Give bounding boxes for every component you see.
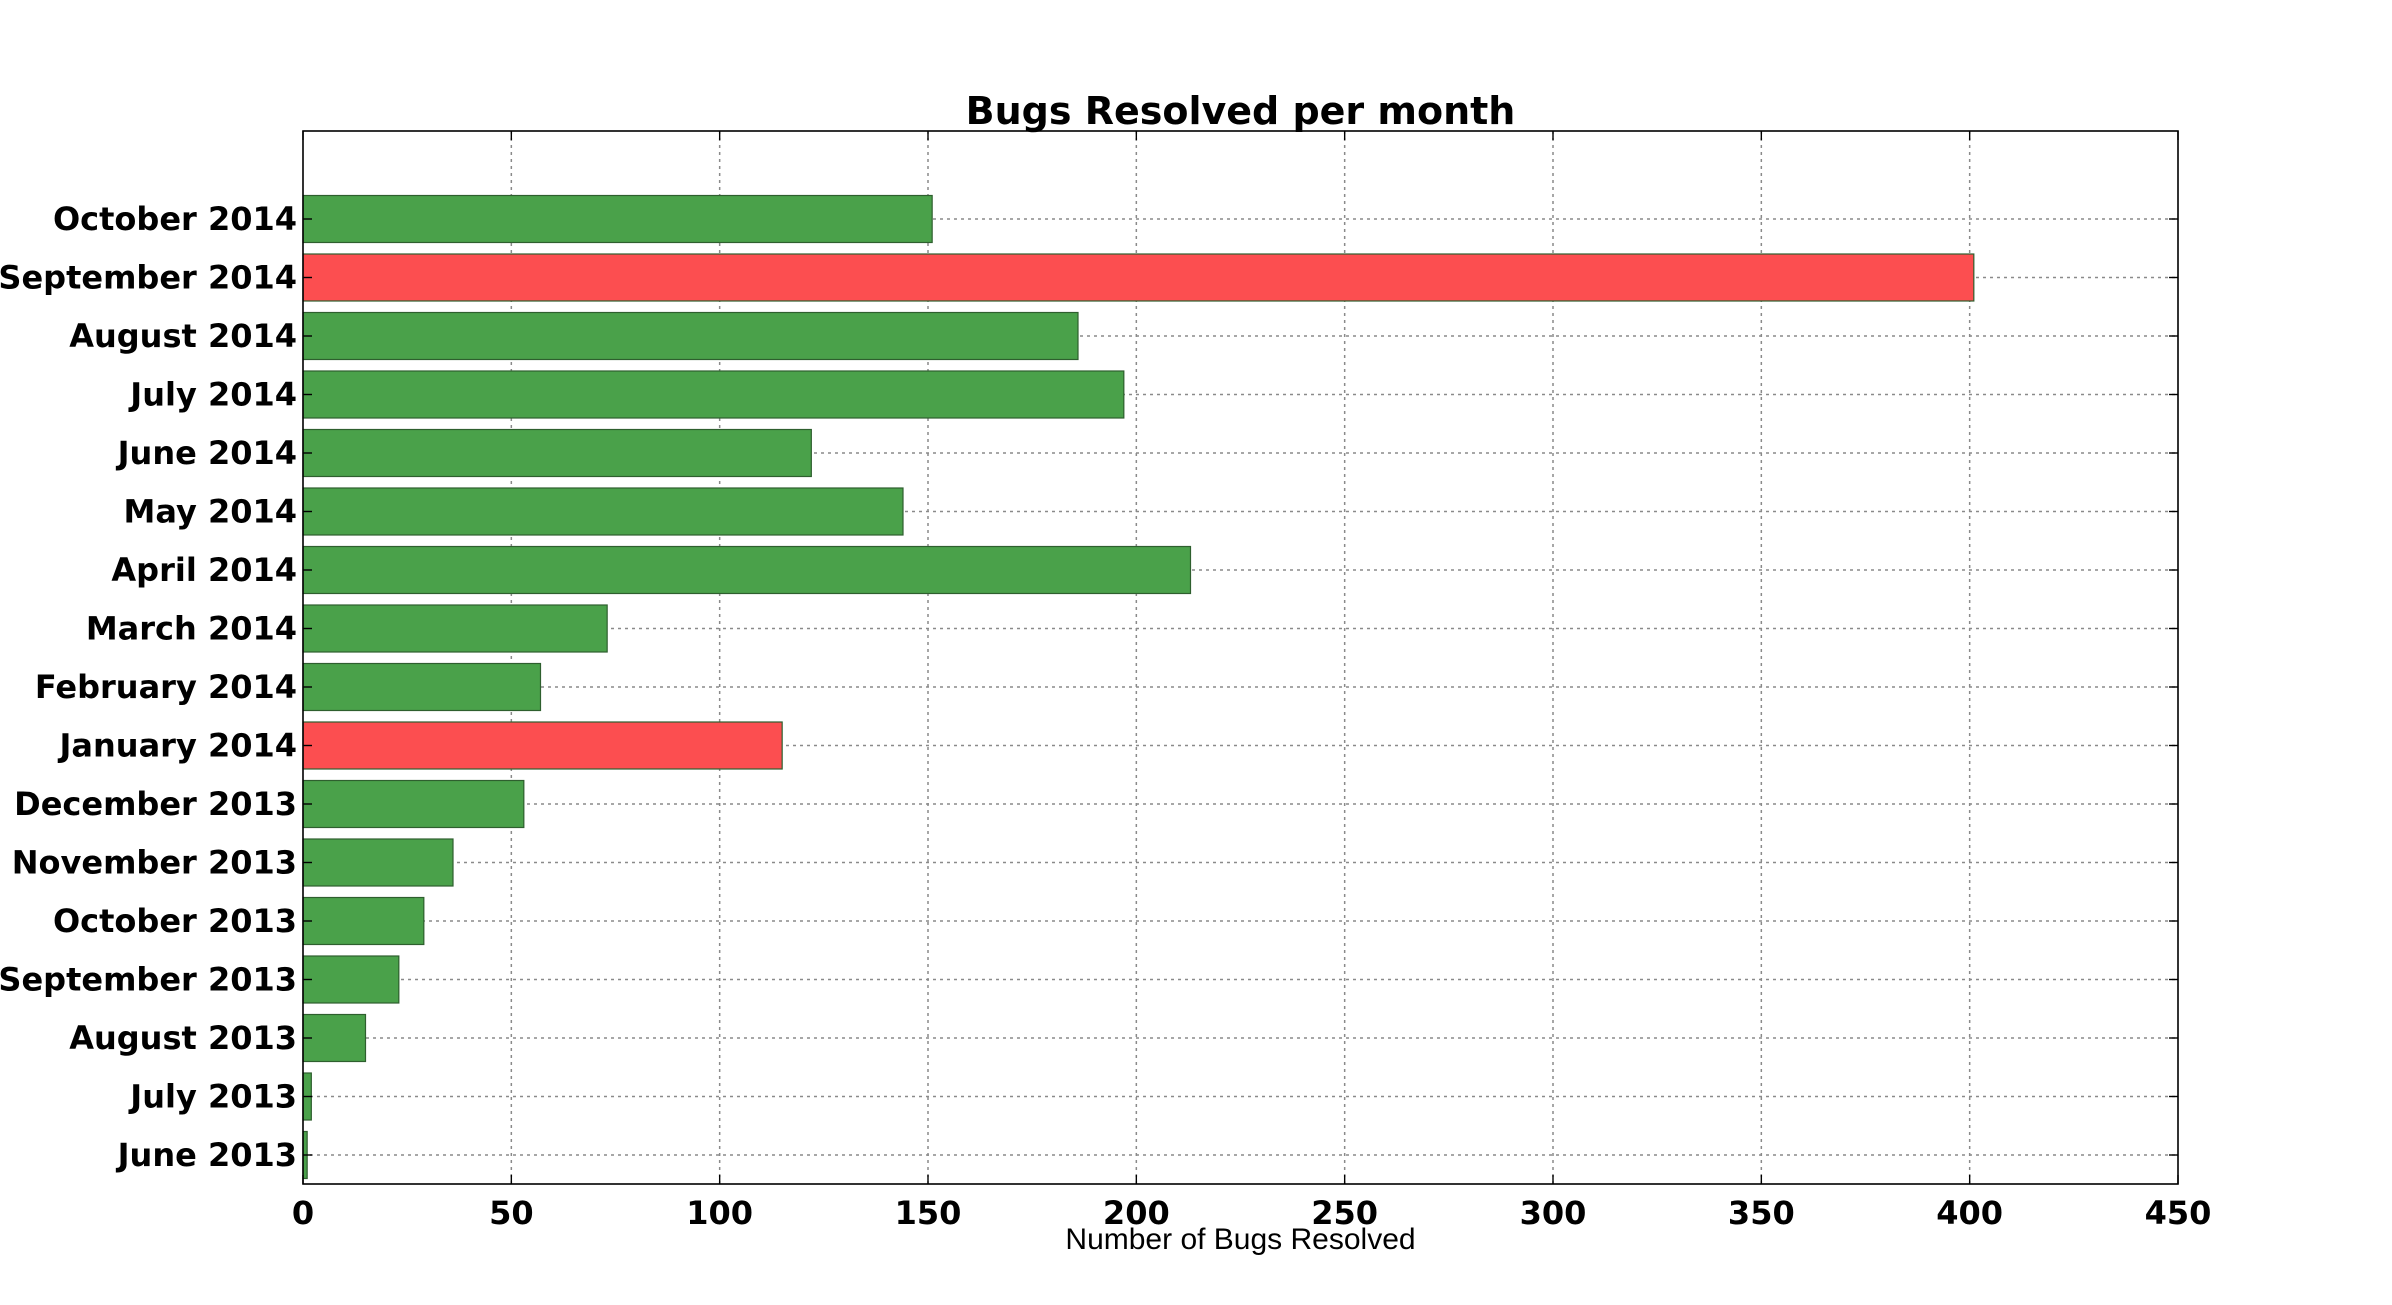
bar-august-2013 [302,1013,367,1063]
bar-july-2014 [302,370,1125,419]
x-tick-label: 350 [1728,1194,1795,1232]
y-tick-label: April 2014 [111,551,297,589]
bar-october-2013 [302,896,425,946]
y-tick-label: July 2013 [128,1078,297,1116]
y-tick-label: May 2014 [123,493,297,531]
y-tick-label: October 2014 [53,200,297,238]
y-tick-label: August 2013 [69,1019,297,1057]
grid-layer [303,131,2178,1184]
bar-june-2014 [302,428,812,478]
x-tick-label: 300 [1520,1194,1587,1232]
bar-november-2013 [302,838,454,887]
bar-september-2013 [302,955,400,1004]
y-tick-label: August 2014 [69,317,297,355]
x-tick-label: 150 [895,1194,962,1232]
x-tick-label: 400 [1936,1194,2003,1232]
bar-october-2014 [302,194,933,244]
chart-title: Bugs Resolved per month [966,89,1516,133]
y-tick-label: December 2013 [14,785,297,823]
x-tick-label: 50 [489,1194,534,1232]
x-tick-label: 100 [686,1194,753,1232]
bar-april-2014 [302,545,1192,595]
bar-march-2014 [302,604,608,653]
y-tick-label: September 2014 [0,259,297,297]
y-tick-label: January 2014 [58,727,298,765]
plot-frame [302,130,2179,1185]
y-tick-label: February 2014 [35,668,297,706]
y-tick-label: July 2014 [128,376,297,414]
bar-january-2014 [302,721,783,770]
y-tick-label: June 2013 [116,1136,297,1174]
x-tick-label: 250 [1311,1194,1378,1232]
y-tick-label: June 2014 [116,434,297,472]
bar-september-2014 [302,253,1975,302]
bar-february-2014 [302,662,542,712]
bar-august-2014 [302,311,1079,361]
y-tick-label: November 2013 [12,844,297,882]
y-tick-label: March 2014 [86,610,297,648]
bar-december-2013 [302,779,525,829]
x-axis-label: Number of Bugs Resolved [1065,1223,1415,1256]
y-tick-label: October 2013 [53,902,297,940]
tick-layer: 0 50 100 150 200 250 300 350 400 450 June 2013 July… [0,131,2211,1232]
y-tick-label: September 2013 [0,961,297,999]
x-tick-label: 0 [292,1194,314,1232]
x-tick-label: 200 [1103,1194,1170,1232]
x-tick-label: 450 [2145,1194,2212,1232]
bar-may-2014 [302,487,904,536]
bar-layer [302,194,1975,1180]
